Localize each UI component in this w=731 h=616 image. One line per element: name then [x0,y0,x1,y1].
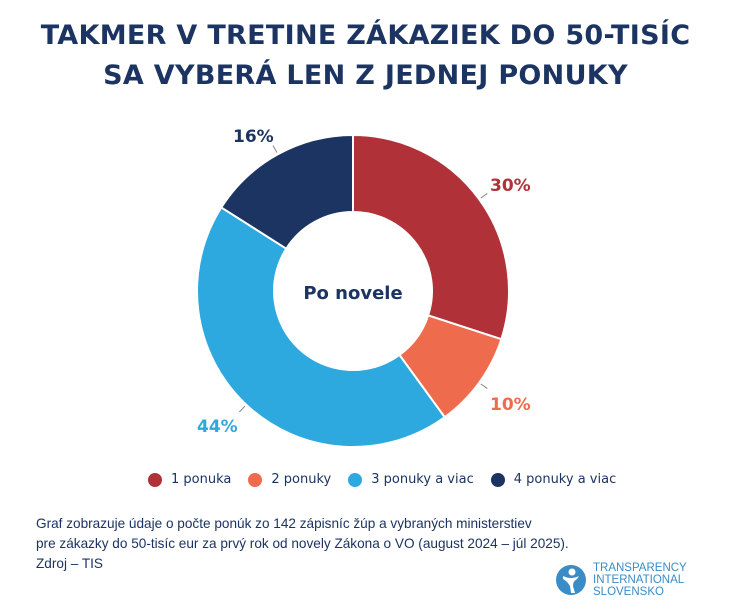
source-line: Zdroj – TIS [36,556,103,571]
slice-3 [196,206,447,448]
transparency-international-logo: TRANSPARENCY INTERNATIONAL SLOVENSKO [555,562,687,598]
chart-title-line-1: TAKMER V TRETINE ZÁKAZIEK DO 50-TISÍC [40,20,691,51]
legend-swatch [248,472,263,487]
legend-swatch [490,472,505,487]
legend-label: 1 ponuka [171,472,232,487]
value-label-4-ponuky: 16% [233,127,274,147]
center-label: Po novele [303,283,402,304]
legend-swatch [148,472,162,487]
value-label-2-ponuky: 10% [490,395,531,415]
note-line: Graf zobrazuje údaje o počte ponúk zo 14… [36,516,532,531]
donut-chart: Po novele 30% 10% 44% 16% [196,127,531,448]
value-label-3-ponuky: 44% [197,417,238,437]
legend-label: 3 ponuky a viac [371,472,474,487]
legend-label: 2 ponuky [271,472,332,487]
legend-swatch [348,472,363,487]
leader-line [239,405,246,413]
chart-note: Graf zobrazuje údaje o počte ponúk zo 14… [36,514,569,574]
legend-label: 4 ponuky a viac [513,472,617,487]
legend-item-4-ponuky: 4 ponuky a viac [490,472,617,487]
value-label-1-ponuka: 30% [490,176,531,196]
logo-text: SLOVENSKO [593,586,664,598]
legend: 1 ponuka 2 ponuky 3 ponuky a viac 4 ponu… [148,472,616,487]
legend-item-3-ponuky: 3 ponuky a viac [348,472,474,487]
legend-item-1-ponuka: 1 ponuka [148,472,231,487]
logo-text: INTERNATIONAL [593,574,685,586]
leader-line [480,383,488,389]
chart-title-line-2: SA VYBERÁ LEN Z JEDNEJ PONUKY [103,60,628,91]
leader-line [480,193,488,199]
note-line: pre zákazky do 50-tisíc eur za prvý rok … [36,536,569,551]
logo-figure-icon [556,565,586,595]
slice-1 [352,133,510,341]
leader-line [272,145,278,153]
slice-4 [219,133,354,251]
logo-text: TRANSPARENCY [593,562,687,574]
legend-item-2-ponuky: 2 ponuky [248,472,331,487]
